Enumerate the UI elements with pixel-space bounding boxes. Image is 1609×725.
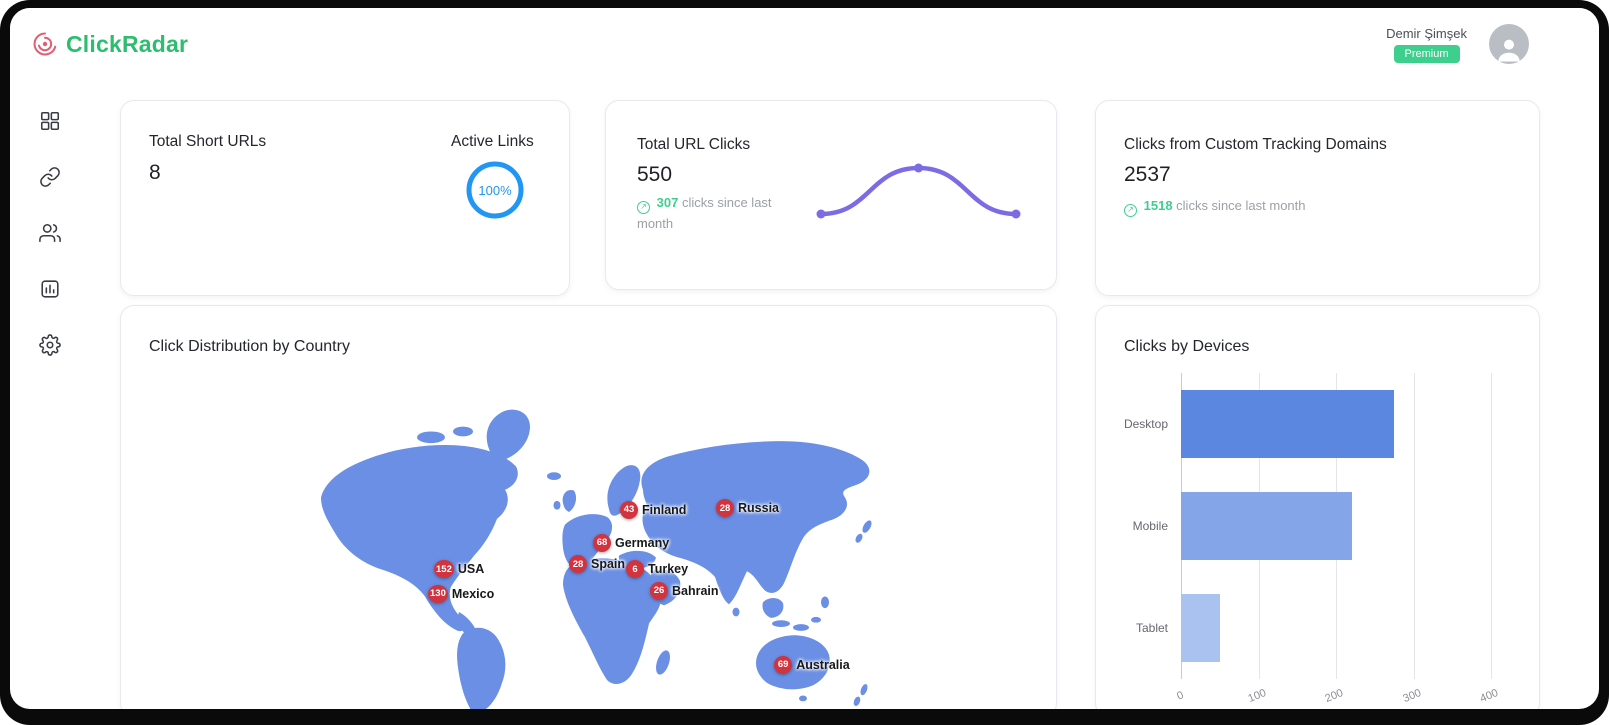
world-map-container: 152 USA 130 Mexico 28 Spain 68 Germany 43 Finland… (311, 381, 911, 709)
marker-country-label: Turkey (648, 562, 689, 577)
marker-country-label: Bahrain (672, 583, 719, 598)
domains-delta: ↗ 1518 clicks since last month (1124, 196, 1444, 217)
user-name: Demir Şimşek (1386, 25, 1467, 41)
sparkline-point (914, 163, 923, 173)
marker-count-badge: 6 (626, 560, 644, 579)
marker-count-badge: 152 (434, 560, 454, 579)
marker-count-badge: 69 (774, 655, 793, 674)
sidebar-item-dashboard[interactable] (39, 110, 61, 132)
map-marker-bahrain: 26 Bahrain (650, 581, 719, 600)
map-marker-turkey: 6 Turkey (626, 560, 689, 579)
clicks-trend-sparkline (816, 163, 1021, 219)
marker-country-label: Australia (796, 657, 850, 672)
devices-xaxis: 0 100 200 300 400 (1175, 684, 1500, 709)
devices-x-tick-label: 200 (1323, 686, 1345, 706)
marker-country-label: Russia (738, 501, 779, 516)
delta-text: clicks since last month (637, 195, 772, 231)
active-links-label: Active Links (451, 133, 534, 150)
domains-value: 2537 (1124, 163, 1171, 186)
devices-x-tick-label: 400 (1478, 686, 1500, 706)
map-marker-germany: 68 Germany (593, 533, 670, 552)
sparkline-point (1011, 209, 1021, 219)
device-label-tablet: Tablet (1135, 621, 1168, 635)
app-window: ClickRadar Demir Şimşek Premium (10, 8, 1599, 709)
devices-x-tick-label: 300 (1400, 686, 1423, 706)
map-marker-layer: 152 USA 130 Mexico 28 Spain 68 Germany 43 Finland… (311, 381, 911, 709)
trend-up-icon: ↗ (637, 200, 650, 214)
sparkline-path (818, 165, 1019, 217)
marker-country-label: Finland (642, 502, 687, 517)
sidebar-item-audience[interactable] (39, 222, 61, 244)
bar-mobile (1181, 492, 1352, 560)
trend-up-icon: ↗ (1124, 203, 1137, 217)
delta-value: 1518 (1143, 198, 1173, 213)
sidebar-item-settings[interactable] (39, 334, 61, 356)
devices-title: Clicks by Devices (1124, 338, 1250, 355)
sparkline-point (816, 209, 826, 219)
world-map (321, 409, 872, 709)
short-urls-title: Total Short URLs (149, 133, 267, 150)
marker-country-label: Germany (615, 535, 670, 550)
header: ClickRadar Demir Şimşek Premium (10, 8, 1599, 80)
active-links-percent: 100% (478, 182, 512, 198)
card-clicks-by-devices: Clicks by Devices Desktop Mobile Tablet 0 1… (1095, 305, 1540, 709)
devices-plot (1181, 373, 1492, 679)
card-total-short-urls: Total Short URLs 8 Active Links 100% (120, 100, 570, 296)
card-country-map: Click Distribution by Country (120, 305, 1057, 709)
grid-icon (40, 111, 60, 131)
devices-gridline (1491, 373, 1492, 679)
marker-count-badge: 28 (569, 555, 587, 574)
marker-country-label: USA (457, 562, 485, 577)
short-urls-value: 8 (149, 161, 161, 184)
sidebar-item-reports[interactable] (39, 278, 61, 300)
marker-count-badge: 28 (716, 499, 734, 518)
bar-tablet (1181, 594, 1220, 662)
sidebar (10, 80, 90, 709)
device-label-desktop: Desktop (1123, 417, 1168, 431)
user-meta: Demir Şimşek Premium (1386, 26, 1467, 63)
device-label-mobile: Mobile (1132, 519, 1168, 533)
app-name: ClickRadar (66, 30, 189, 57)
delta-value: 307 (656, 195, 679, 210)
map-marker-finland: 43 Finland (620, 500, 687, 519)
map-marker-mexico: 130 Mexico (428, 584, 495, 603)
devices-x-tick-label: 100 (1245, 686, 1268, 706)
link-icon (40, 167, 60, 187)
url-clicks-value: 550 (637, 163, 673, 186)
marker-country-label: Spain (591, 557, 626, 572)
marker-count-badge: 26 (650, 581, 668, 600)
marker-count-badge: 43 (620, 500, 638, 519)
card-total-url-clicks: Total URL Clicks 550 ↗ 307 clicks since … (605, 100, 1057, 290)
delta-text: clicks since last month (1176, 198, 1306, 213)
map-marker-spain: 28 Spain (569, 555, 626, 574)
marker-count-badge: 130 (428, 584, 448, 603)
sidebar-item-links[interactable] (39, 166, 61, 188)
marker-count-badge: 68 (593, 533, 611, 552)
map-marker-australia: 69 Australia (774, 655, 850, 674)
person-icon (1498, 39, 1520, 62)
gear-icon (39, 334, 61, 356)
users-icon (39, 223, 61, 243)
devices-ylabels: Desktop Mobile Tablet (1104, 373, 1174, 679)
radar-spiral-icon (33, 32, 57, 56)
domains-title: Clicks from Custom Tracking Domains (1124, 136, 1387, 153)
url-clicks-delta: ↗ 307 clicks since last month (637, 193, 809, 233)
plan-badge: Premium (1393, 44, 1460, 63)
map-title: Click Distribution by Country (149, 338, 350, 355)
url-clicks-title: Total URL Clicks (637, 136, 751, 153)
devices-gridline (1413, 373, 1415, 679)
bar-desktop (1181, 390, 1395, 458)
marker-country-label: Mexico (451, 586, 495, 601)
user-avatar[interactable] (1489, 24, 1529, 64)
app-logo[interactable]: ClickRadar (32, 31, 188, 58)
header-user-area: Demir Şimşek Premium (1386, 24, 1529, 64)
report-icon (41, 280, 59, 298)
card-custom-domain-clicks: Clicks from Custom Tracking Domains 2537… (1095, 100, 1540, 296)
devices-x-tick-label: 0 (1175, 689, 1186, 703)
map-marker-usa: 152 USA (434, 560, 485, 579)
active-links-progress-ring: 100% (464, 159, 526, 221)
map-marker-russia: 28 Russia (716, 499, 779, 518)
progress-circle (466, 161, 524, 219)
